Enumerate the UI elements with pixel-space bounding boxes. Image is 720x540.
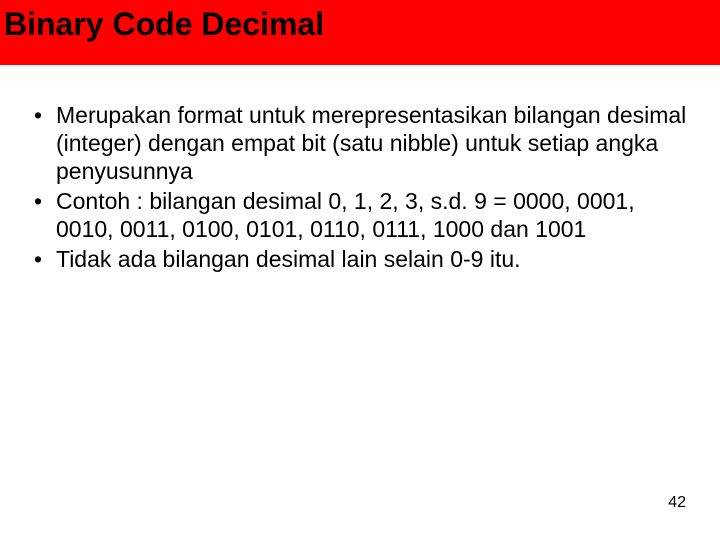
bullet-icon: •: [34, 187, 42, 215]
bullet-icon: •: [34, 101, 42, 129]
list-item: • Merupakan format untuk merepresentasik…: [30, 101, 690, 185]
list-item: • Tidak ada bilangan desimal lain selain…: [30, 245, 690, 273]
slide-title: Binary Code Decimal: [4, 6, 712, 43]
bullet-icon: •: [34, 245, 42, 273]
title-bar: Binary Code Decimal: [0, 0, 720, 65]
list-item: • Contoh : bilangan desimal 0, 1, 2, 3, …: [30, 187, 690, 243]
bullet-list: • Merupakan format untuk merepresentasik…: [30, 101, 690, 273]
bullet-text: Tidak ada bilangan desimal lain selain 0…: [56, 246, 521, 272]
page-number: 42: [668, 494, 686, 512]
slide-body: • Merupakan format untuk merepresentasik…: [0, 65, 720, 273]
bullet-text: Contoh : bilangan desimal 0, 1, 2, 3, s.…: [56, 188, 635, 242]
slide: Binary Code Decimal • Merupakan format u…: [0, 0, 720, 540]
bullet-text: Merupakan format untuk merepresentasikan…: [56, 102, 686, 184]
